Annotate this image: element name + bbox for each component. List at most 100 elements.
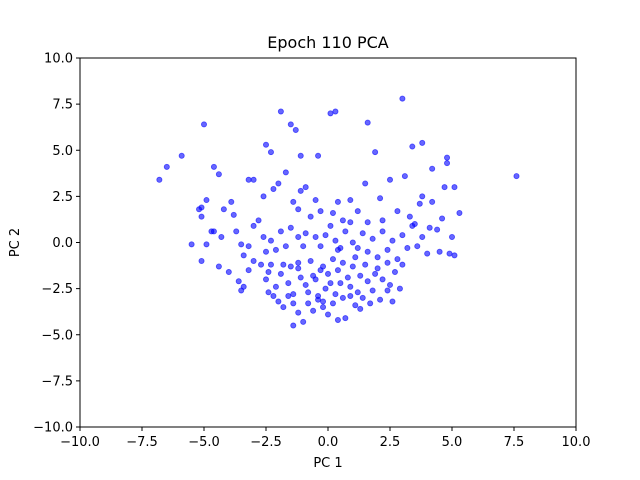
data-point bbox=[357, 305, 364, 312]
data-point bbox=[255, 217, 262, 224]
data-point bbox=[245, 243, 252, 250]
data-point bbox=[401, 173, 408, 180]
data-point bbox=[444, 154, 451, 161]
data-point bbox=[228, 198, 235, 205]
data-point bbox=[305, 300, 312, 307]
data-point bbox=[399, 95, 406, 102]
y-tick-label: −10.0 bbox=[33, 421, 73, 436]
data-point bbox=[320, 304, 327, 311]
data-point bbox=[434, 226, 441, 233]
data-point bbox=[354, 208, 361, 215]
data-point bbox=[290, 198, 297, 205]
data-point bbox=[250, 222, 257, 229]
data-point bbox=[364, 219, 371, 226]
data-point bbox=[329, 256, 336, 263]
data-point bbox=[188, 241, 195, 248]
data-point bbox=[275, 180, 282, 187]
data-point bbox=[156, 176, 163, 183]
x-tick-label: −2.5 bbox=[250, 435, 282, 450]
y-tick-label: 10.0 bbox=[44, 52, 73, 67]
data-point bbox=[329, 300, 336, 307]
data-point bbox=[436, 248, 443, 255]
data-point bbox=[406, 213, 413, 220]
data-point bbox=[342, 228, 349, 235]
data-point bbox=[424, 250, 431, 257]
data-point bbox=[377, 296, 384, 303]
data-point bbox=[198, 213, 205, 220]
data-point bbox=[262, 248, 269, 255]
data-point bbox=[265, 269, 272, 276]
data-point bbox=[451, 252, 458, 259]
y-tick-label: 0.0 bbox=[52, 236, 73, 251]
data-point bbox=[347, 219, 354, 226]
x-tick-label: 10.0 bbox=[562, 435, 591, 450]
data-point bbox=[327, 110, 334, 117]
data-point bbox=[327, 222, 334, 229]
data-point bbox=[277, 108, 284, 115]
data-point bbox=[280, 304, 287, 311]
data-point bbox=[372, 149, 379, 156]
data-point bbox=[347, 292, 354, 299]
data-point bbox=[386, 281, 393, 288]
data-point bbox=[287, 224, 294, 231]
data-point bbox=[215, 171, 222, 178]
data-point bbox=[322, 232, 329, 239]
data-point bbox=[230, 211, 237, 218]
data-point bbox=[334, 246, 341, 253]
x-tick-label: 0.0 bbox=[318, 435, 339, 450]
data-point bbox=[409, 222, 416, 229]
data-point bbox=[302, 281, 309, 288]
data-point bbox=[364, 119, 371, 126]
data-point bbox=[377, 195, 384, 202]
y-tick-label: 2.5 bbox=[52, 190, 73, 205]
data-point bbox=[282, 169, 289, 176]
data-point bbox=[337, 280, 344, 287]
data-point bbox=[210, 163, 217, 170]
data-point bbox=[369, 287, 376, 294]
data-point bbox=[513, 173, 520, 180]
data-point bbox=[285, 292, 292, 299]
data-point bbox=[277, 270, 284, 277]
data-point bbox=[429, 198, 436, 205]
data-point bbox=[394, 256, 401, 263]
data-point bbox=[444, 160, 451, 167]
y-tick-label: 5.0 bbox=[52, 144, 73, 159]
data-point bbox=[384, 287, 391, 294]
data-point bbox=[317, 243, 324, 250]
x-tick-label: 2.5 bbox=[380, 435, 401, 450]
data-point bbox=[208, 228, 215, 235]
data-point bbox=[287, 263, 294, 270]
data-point bbox=[332, 237, 339, 244]
data-point bbox=[349, 239, 356, 246]
data-point bbox=[178, 152, 185, 159]
data-point bbox=[324, 270, 331, 277]
data-point bbox=[267, 261, 274, 268]
data-point bbox=[329, 209, 336, 216]
data-point bbox=[374, 254, 381, 261]
data-point bbox=[320, 263, 327, 270]
data-point bbox=[262, 141, 269, 148]
y-tick-label: −2.5 bbox=[41, 282, 73, 297]
data-point bbox=[270, 185, 277, 192]
data-point bbox=[282, 243, 289, 250]
data-point bbox=[416, 200, 423, 207]
y-tick-label: 7.5 bbox=[52, 98, 73, 113]
data-point bbox=[379, 276, 386, 283]
data-point bbox=[446, 250, 453, 257]
data-point bbox=[295, 309, 302, 316]
data-point bbox=[414, 243, 421, 250]
data-point bbox=[250, 257, 257, 264]
data-point bbox=[265, 289, 272, 296]
data-point bbox=[272, 283, 279, 290]
chart-title: Epoch 110 PCA bbox=[267, 33, 389, 52]
data-point bbox=[215, 263, 222, 270]
x-axis-label: PC 1 bbox=[313, 456, 342, 471]
data-point bbox=[391, 269, 398, 276]
y-axis-ticks: −10.0 −7.5 −5.0 −2.5 0.0 2.5 5.0 7.5 10.0 bbox=[33, 52, 80, 436]
scatter-points bbox=[156, 95, 520, 329]
y-tick-label: −7.5 bbox=[41, 374, 73, 389]
data-point bbox=[163, 163, 170, 170]
y-tick-label: −5.0 bbox=[41, 328, 73, 343]
x-tick-label: 5.0 bbox=[442, 435, 463, 450]
